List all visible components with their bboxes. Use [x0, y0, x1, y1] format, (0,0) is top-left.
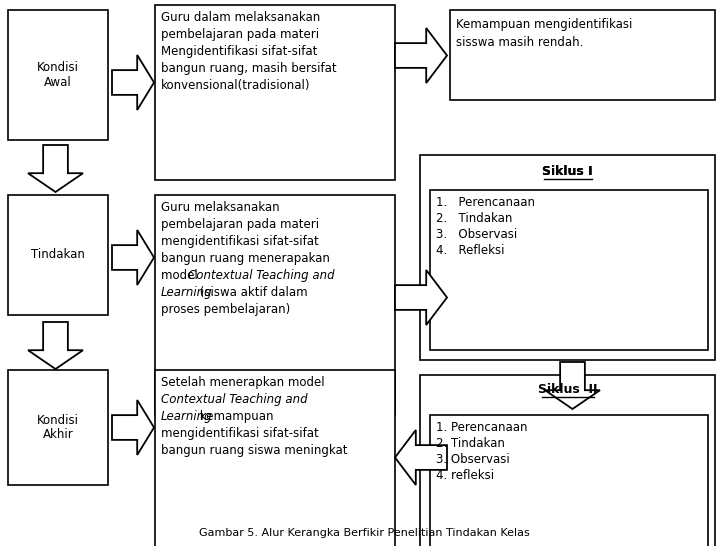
Bar: [450, 10, 715, 100]
Polygon shape: [28, 322, 83, 369]
Bar: [420, 155, 715, 360]
Text: model: model: [161, 269, 202, 282]
Text: proses pembelajaran): proses pembelajaran): [161, 303, 290, 316]
Text: 3.   Observasi: 3. Observasi: [436, 228, 518, 241]
Text: Guru melaksanakan: Guru melaksanakan: [161, 201, 280, 214]
Bar: [155, 195, 395, 415]
Text: Kondisi
Awal: Kondisi Awal: [37, 61, 79, 89]
Text: Learning: Learning: [161, 410, 213, 423]
Text: Siklus I: Siklus I: [542, 165, 593, 178]
Text: bangun ruang siswa meningkat: bangun ruang siswa meningkat: [161, 444, 347, 457]
Text: Tindakan: Tindakan: [31, 248, 85, 262]
Text: Kemampuan mengidentifikasi
sisswa masih rendah.: Kemampuan mengidentifikasi sisswa masih …: [456, 18, 633, 49]
Bar: [8, 195, 108, 315]
Text: kemampuan: kemampuan: [197, 410, 274, 423]
Text: 2. Tindakan: 2. Tindakan: [436, 437, 505, 450]
Text: Contextual Teaching and: Contextual Teaching and: [161, 393, 308, 406]
Text: Contextual Teaching and: Contextual Teaching and: [188, 269, 334, 282]
Polygon shape: [395, 430, 447, 485]
Text: Gambar 5. Alur Kerangka Berfikir Penelitian Tindakan Kelas: Gambar 5. Alur Kerangka Berfikir Penelit…: [199, 528, 529, 538]
Text: 2.   Tindakan: 2. Tindakan: [436, 212, 513, 225]
Bar: [155, 370, 395, 546]
Text: Siklus I: Siklus I: [542, 165, 593, 178]
Text: 1. Perencanaan: 1. Perencanaan: [436, 421, 528, 434]
Text: Kondisi
Akhir: Kondisi Akhir: [37, 413, 79, 442]
Text: Siklus  II: Siklus II: [538, 383, 597, 396]
Text: 3. Observasi: 3. Observasi: [436, 453, 510, 466]
Text: Guru dalam melaksanakan
pembelajaran pada materi
Mengidentifikasi sifat-sifat
ba: Guru dalam melaksanakan pembelajaran pad…: [161, 11, 336, 92]
Polygon shape: [112, 230, 154, 285]
Bar: [430, 415, 708, 546]
Text: 4. refleksi: 4. refleksi: [436, 469, 494, 482]
Polygon shape: [545, 362, 600, 409]
Text: Setelah menerapkan model: Setelah menerapkan model: [161, 376, 325, 389]
Text: bangun ruang menerapakan: bangun ruang menerapakan: [161, 252, 330, 265]
Text: 1.   Perencanaan: 1. Perencanaan: [436, 196, 535, 209]
Text: Learning: Learning: [161, 286, 213, 299]
Polygon shape: [395, 28, 447, 83]
Bar: [430, 190, 708, 350]
Polygon shape: [112, 55, 154, 110]
Bar: [8, 370, 108, 485]
Polygon shape: [112, 400, 154, 455]
Text: mengidentifikasi sifat-sifat: mengidentifikasi sifat-sifat: [161, 235, 319, 248]
Bar: [155, 5, 395, 180]
Text: 4.   Refleksi: 4. Refleksi: [436, 244, 505, 257]
Text: mengidentifikasi sifat-sifat: mengidentifikasi sifat-sifat: [161, 427, 319, 440]
Polygon shape: [395, 270, 447, 325]
Bar: [420, 375, 715, 546]
Text: (siswa aktif dalam: (siswa aktif dalam: [197, 286, 308, 299]
Bar: [8, 10, 108, 140]
Text: pembelajaran pada materi: pembelajaran pada materi: [161, 218, 319, 231]
Polygon shape: [28, 145, 83, 192]
